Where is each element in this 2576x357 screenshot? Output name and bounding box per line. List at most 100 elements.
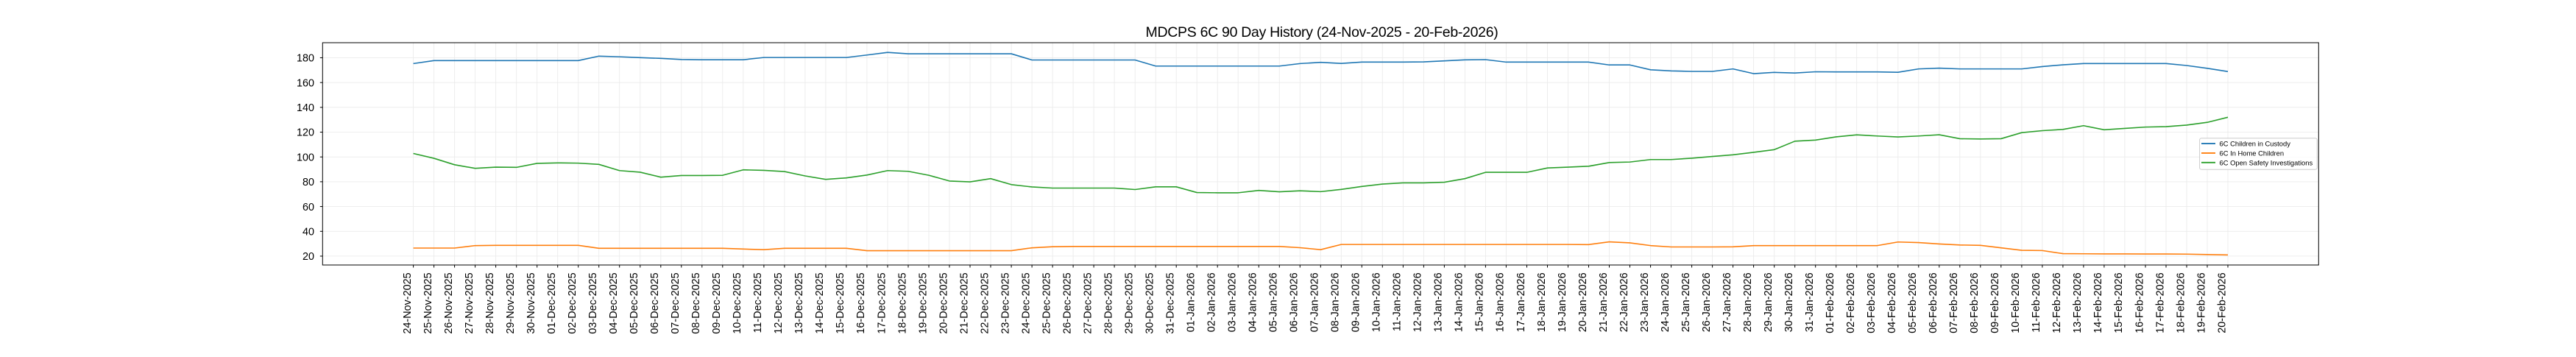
svg-text:06-Dec-2025: 06-Dec-2025 — [649, 272, 661, 333]
svg-text:24-Nov-2025: 24-Nov-2025 — [402, 272, 414, 333]
svg-text:16-Feb-2026: 16-Feb-2026 — [2134, 272, 2145, 333]
svg-text:22-Jan-2026: 22-Jan-2026 — [1618, 272, 1630, 332]
svg-text:12-Jan-2026: 12-Jan-2026 — [1412, 272, 1424, 332]
svg-text:18-Dec-2025: 18-Dec-2025 — [896, 272, 908, 333]
svg-text:11-Feb-2026: 11-Feb-2026 — [2031, 272, 2042, 332]
svg-text:01-Dec-2025: 01-Dec-2025 — [546, 272, 558, 333]
svg-text:20-Jan-2026: 20-Jan-2026 — [1577, 272, 1589, 332]
svg-text:25-Jan-2026: 25-Jan-2026 — [1680, 272, 1692, 332]
svg-text:08-Dec-2025: 08-Dec-2025 — [690, 272, 702, 333]
svg-text:30-Nov-2025: 30-Nov-2025 — [526, 272, 537, 333]
svg-text:12-Feb-2026: 12-Feb-2026 — [2051, 272, 2063, 333]
svg-text:60: 60 — [302, 202, 314, 213]
svg-text:26-Dec-2025: 26-Dec-2025 — [1061, 272, 1073, 333]
svg-text:13-Jan-2026: 13-Jan-2026 — [1433, 272, 1445, 332]
svg-text:28-Nov-2025: 28-Nov-2025 — [484, 272, 496, 333]
svg-text:14-Feb-2026: 14-Feb-2026 — [2092, 272, 2104, 333]
svg-text:24-Jan-2026: 24-Jan-2026 — [1660, 272, 1671, 332]
svg-text:13-Dec-2025: 13-Dec-2025 — [793, 272, 805, 333]
svg-text:160: 160 — [297, 77, 314, 89]
svg-text:04-Feb-2026: 04-Feb-2026 — [1886, 272, 1898, 333]
svg-text:03-Dec-2025: 03-Dec-2025 — [587, 272, 599, 333]
svg-text:12-Dec-2025: 12-Dec-2025 — [773, 272, 785, 333]
svg-text:19-Dec-2025: 19-Dec-2025 — [917, 272, 929, 333]
svg-text:04-Jan-2026: 04-Jan-2026 — [1248, 272, 1259, 332]
svg-text:10-Jan-2026: 10-Jan-2026 — [1371, 272, 1383, 332]
svg-text:04-Dec-2025: 04-Dec-2025 — [608, 272, 620, 333]
svg-text:20-Feb-2026: 20-Feb-2026 — [2216, 272, 2228, 333]
svg-text:11-Jan-2026: 11-Jan-2026 — [1392, 272, 1404, 331]
svg-text:06-Jan-2026: 06-Jan-2026 — [1289, 272, 1301, 332]
svg-text:26-Jan-2026: 26-Jan-2026 — [1701, 272, 1713, 332]
svg-text:13-Feb-2026: 13-Feb-2026 — [2072, 272, 2084, 333]
svg-text:15-Feb-2026: 15-Feb-2026 — [2113, 272, 2125, 333]
svg-text:27-Jan-2026: 27-Jan-2026 — [1722, 272, 1733, 332]
svg-text:MDCPS 6C 90 Day History (24-No: MDCPS 6C 90 Day History (24-Nov-2025 - 2… — [1146, 24, 1498, 40]
svg-text:25-Nov-2025: 25-Nov-2025 — [422, 272, 434, 333]
svg-text:6C Children in Custody: 6C Children in Custody — [2220, 140, 2291, 148]
svg-text:30-Dec-2025: 30-Dec-2025 — [1144, 272, 1156, 333]
svg-text:29-Dec-2025: 29-Dec-2025 — [1124, 272, 1136, 333]
svg-text:29-Jan-2026: 29-Jan-2026 — [1763, 272, 1774, 332]
svg-text:23-Dec-2025: 23-Dec-2025 — [999, 272, 1011, 333]
svg-text:10-Dec-2025: 10-Dec-2025 — [732, 272, 743, 333]
svg-text:02-Dec-2025: 02-Dec-2025 — [567, 272, 578, 333]
svg-text:17-Feb-2026: 17-Feb-2026 — [2154, 272, 2166, 333]
svg-text:24-Dec-2025: 24-Dec-2025 — [1020, 272, 1032, 333]
svg-text:07-Jan-2026: 07-Jan-2026 — [1309, 272, 1321, 332]
svg-text:18-Jan-2026: 18-Jan-2026 — [1536, 272, 1548, 332]
svg-text:15-Jan-2026: 15-Jan-2026 — [1474, 272, 1486, 332]
svg-text:23-Jan-2026: 23-Jan-2026 — [1639, 272, 1651, 332]
svg-text:06-Feb-2026: 06-Feb-2026 — [1928, 272, 1939, 333]
svg-text:18-Feb-2026: 18-Feb-2026 — [2175, 272, 2187, 333]
svg-text:14-Dec-2025: 14-Dec-2025 — [814, 272, 826, 333]
svg-text:20: 20 — [302, 251, 314, 263]
svg-text:28-Jan-2026: 28-Jan-2026 — [1742, 272, 1754, 332]
svg-text:31-Jan-2026: 31-Jan-2026 — [1804, 272, 1816, 332]
svg-text:30-Jan-2026: 30-Jan-2026 — [1783, 272, 1795, 332]
svg-text:6C In Home Children: 6C In Home Children — [2220, 149, 2285, 157]
svg-text:01-Feb-2026: 01-Feb-2026 — [1825, 272, 1836, 333]
svg-text:02-Feb-2026: 02-Feb-2026 — [1845, 272, 1857, 333]
svg-text:09-Feb-2026: 09-Feb-2026 — [1989, 272, 2001, 333]
svg-text:05-Dec-2025: 05-Dec-2025 — [629, 272, 640, 333]
svg-text:180: 180 — [297, 53, 314, 65]
svg-text:27-Nov-2025: 27-Nov-2025 — [464, 272, 475, 333]
svg-text:03-Jan-2026: 03-Jan-2026 — [1227, 272, 1239, 332]
svg-text:03-Feb-2026: 03-Feb-2026 — [1866, 272, 1878, 333]
svg-text:17-Jan-2026: 17-Jan-2026 — [1515, 272, 1527, 332]
svg-text:17-Dec-2025: 17-Dec-2025 — [876, 272, 888, 333]
svg-text:05-Jan-2026: 05-Jan-2026 — [1268, 272, 1280, 332]
svg-text:10-Feb-2026: 10-Feb-2026 — [2010, 272, 2022, 333]
svg-text:07-Feb-2026: 07-Feb-2026 — [1948, 272, 1960, 333]
svg-text:21-Dec-2025: 21-Dec-2025 — [958, 272, 970, 333]
svg-text:25-Dec-2025: 25-Dec-2025 — [1041, 272, 1052, 333]
svg-text:05-Feb-2026: 05-Feb-2026 — [1907, 272, 1919, 333]
svg-text:31-Dec-2025: 31-Dec-2025 — [1165, 272, 1177, 333]
svg-text:11-Dec-2025: 11-Dec-2025 — [752, 272, 764, 333]
svg-text:19-Feb-2026: 19-Feb-2026 — [2195, 272, 2207, 333]
svg-text:01-Jan-2026: 01-Jan-2026 — [1186, 272, 1197, 332]
svg-text:29-Nov-2025: 29-Nov-2025 — [505, 272, 517, 333]
svg-text:40: 40 — [302, 227, 314, 238]
svg-text:19-Jan-2026: 19-Jan-2026 — [1557, 272, 1568, 332]
svg-text:16-Jan-2026: 16-Jan-2026 — [1495, 272, 1507, 332]
svg-text:08-Jan-2026: 08-Jan-2026 — [1330, 272, 1342, 332]
svg-text:14-Jan-2026: 14-Jan-2026 — [1454, 272, 1465, 332]
svg-text:27-Dec-2025: 27-Dec-2025 — [1082, 272, 1094, 333]
svg-text:16-Dec-2025: 16-Dec-2025 — [855, 272, 867, 333]
svg-text:22-Dec-2025: 22-Dec-2025 — [979, 272, 991, 333]
svg-text:6C Open Safety Investigations: 6C Open Safety Investigations — [2220, 158, 2313, 166]
svg-text:08-Feb-2026: 08-Feb-2026 — [1969, 272, 1981, 333]
svg-text:80: 80 — [302, 177, 314, 188]
svg-text:09-Dec-2025: 09-Dec-2025 — [711, 272, 723, 333]
svg-text:120: 120 — [297, 127, 314, 139]
svg-text:140: 140 — [297, 102, 314, 114]
svg-text:07-Dec-2025: 07-Dec-2025 — [670, 272, 682, 333]
svg-text:100: 100 — [297, 152, 314, 163]
svg-text:28-Dec-2025: 28-Dec-2025 — [1103, 272, 1114, 333]
svg-text:20-Dec-2025: 20-Dec-2025 — [938, 272, 949, 333]
svg-text:26-Nov-2025: 26-Nov-2025 — [443, 272, 455, 333]
svg-text:02-Jan-2026: 02-Jan-2026 — [1206, 272, 1218, 332]
svg-text:09-Jan-2026: 09-Jan-2026 — [1351, 272, 1362, 332]
